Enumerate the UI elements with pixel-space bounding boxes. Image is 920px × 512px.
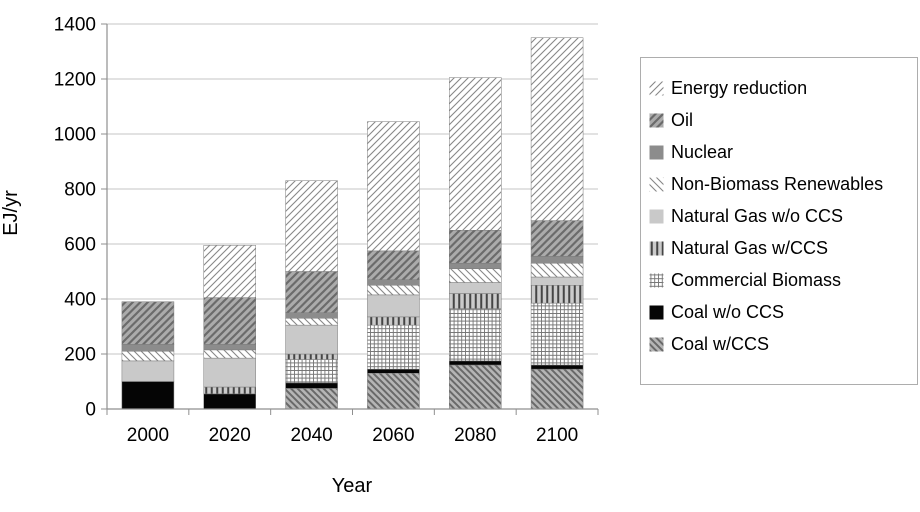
y-tick-label-400: 400: [64, 290, 96, 311]
bar-2100-coal-w-ccs: [530, 368, 584, 410]
legend-item-coal-w-o-ccs: Coal w/o CCS: [649, 296, 917, 328]
bar-2040-coal-w-o-ccs: [285, 382, 338, 389]
bar-2020-non-biomass-renewables: [203, 349, 256, 359]
bar-2040-coal-w-ccs: [285, 388, 338, 410]
bar-2040-energy-reduction: [285, 180, 338, 272]
bar-2040-oil: [285, 271, 338, 313]
legend-item-list: Energy reduction Oil Nuclear Non-Biomass Re…: [641, 58, 917, 360]
legend-label: Oil: [671, 109, 693, 130]
x-tick-label-2000: 2000: [127, 425, 169, 446]
bars: [121, 37, 584, 410]
bar-2020-energy-reduction: [203, 245, 256, 298]
bar-2000-non-biomass-renewables: [121, 351, 175, 362]
legend-swatch-non-biomass-renewables-icon: [649, 177, 664, 191]
legend-swatch-coal-w-o-ccs-icon: [649, 305, 664, 319]
y-axis-title: EJ/yr: [0, 190, 22, 236]
legend-swatch-energy-reduction-icon: [649, 81, 664, 95]
bar-2020-oil: [203, 297, 256, 345]
legend: Energy reduction Oil Nuclear Non-Biomass Re…: [640, 57, 918, 385]
legend-swatch-natural-gas-w-o-ccs-icon: [649, 209, 664, 223]
legend-item-coal-w-ccs: Coal w/CCS: [649, 328, 917, 360]
x-tick-label-2040: 2040: [290, 425, 332, 446]
bar-2080-coal-w-o-ccs: [449, 360, 502, 366]
bar-2100-energy-reduction: [530, 37, 584, 221]
bar-2000-coal-w-o-ccs: [121, 381, 175, 410]
legend-label: Natural Gas w/CCS: [671, 237, 829, 258]
legend-swatch-oil-icon: [649, 113, 664, 127]
legend-label: Energy reduction: [671, 77, 808, 98]
bar-2080-commercial-biomass: [449, 308, 502, 362]
bar-2000-natural-gas-w-o-ccs: [121, 360, 175, 382]
x-tick-label-2020: 2020: [209, 425, 251, 446]
bar-2060-energy-reduction: [367, 121, 420, 252]
x-tick-label-2100: 2100: [536, 425, 578, 446]
bar-2060-nuclear: [367, 279, 420, 286]
legend-item-oil: Oil: [649, 104, 917, 136]
bar-2020-coal-w-o-ccs: [203, 393, 256, 410]
legend-label: Natural Gas w/o CCS: [671, 205, 844, 226]
bar-2020-natural-gas-w-ccs: [203, 386, 256, 395]
bar-2080-natural-gas-w-ccs: [449, 293, 502, 309]
bar-2020-nuclear: [203, 344, 256, 351]
y-tick-label-600: 600: [64, 235, 96, 256]
bar-2080-natural-gas-w-o-ccs: [449, 282, 502, 294]
legend-swatch-nuclear-icon: [649, 145, 664, 159]
y-tick-label-800: 800: [64, 180, 96, 201]
bar-2080-nuclear: [449, 263, 502, 269]
bar-2060-coal-w-ccs: [367, 373, 420, 410]
bar-2060-non-biomass-renewables: [367, 285, 420, 296]
bar-2060-coal-w-o-ccs: [367, 368, 420, 374]
legend-swatch-commercial-biomass-icon: [649, 273, 664, 287]
bar-2100-coal-w-o-ccs: [530, 364, 584, 370]
legend-swatch-coal-w-ccs-icon: [649, 337, 664, 351]
y-tick-label-200: 200: [64, 345, 96, 366]
legend-label: Commercial Biomass: [671, 269, 842, 290]
bar-2000-oil: [121, 301, 175, 345]
legend-item-nuclear: Nuclear: [649, 136, 917, 168]
bar-2040-commercial-biomass: [285, 359, 338, 384]
axis-tick-labels: 0 200 400 600 800 1000 1200 1400 2000 2020 2040 206…: [54, 15, 579, 447]
bar-2100-non-biomass-renewables: [530, 263, 584, 278]
bar-2100-nuclear: [530, 256, 584, 264]
y-tick-label-1200: 1200: [54, 70, 96, 91]
bar-2060-natural-gas-w-o-ccs: [367, 294, 420, 318]
y-tick-label-1400: 1400: [54, 15, 96, 36]
x-tick-label-2060: 2060: [372, 425, 414, 446]
bar-2040-non-biomass-renewables: [285, 318, 338, 326]
bar-2040-nuclear: [285, 312, 338, 319]
y-tick-label-1000: 1000: [54, 125, 96, 146]
bar-2080-coal-w-ccs: [449, 364, 502, 410]
legend-item-non-biomass-renewables: Non-Biomass Renewables: [649, 168, 917, 200]
bar-2100-natural-gas-w-ccs: [530, 285, 584, 304]
bar-2100-natural-gas-w-o-ccs: [530, 276, 584, 286]
legend-item-natural-gas-w-o-ccs: Natural Gas w/o CCS: [649, 200, 917, 232]
bar-2060-commercial-biomass: [367, 324, 420, 370]
legend-item-natural-gas-w-ccs: Natural Gas w/CCS: [649, 232, 917, 264]
bar-2060-oil: [367, 250, 420, 280]
gridlines: [107, 23, 598, 355]
legend-item-commercial-biomass: Commercial Biomass: [649, 264, 917, 296]
bar-2080-energy-reduction: [449, 77, 502, 231]
legend-label: Coal w/CCS: [671, 333, 770, 354]
bar-2000-nuclear: [121, 344, 175, 352]
bar-2060-natural-gas-w-ccs: [367, 316, 420, 326]
bar-2080-oil: [449, 230, 502, 264]
bar-2040-natural-gas-w-ccs: [285, 353, 338, 360]
bar-2100-oil: [530, 220, 584, 257]
legend-swatch-natural-gas-w-ccs-icon: [649, 241, 664, 255]
legend-label: Non-Biomass Renewables: [671, 173, 884, 194]
x-tick-label-2080: 2080: [454, 425, 496, 446]
x-axis-title: Year: [332, 475, 373, 497]
y-tick-label-0: 0: [85, 400, 96, 421]
axes: [101, 23, 599, 415]
bar-2080-non-biomass-renewables: [449, 268, 502, 283]
legend-item-energy-reduction: Energy reduction: [649, 72, 917, 104]
legend-label: Coal w/o CCS: [671, 301, 785, 322]
bar-2100-commercial-biomass: [530, 302, 584, 366]
bar-2040-natural-gas-w-o-ccs: [285, 324, 338, 355]
legend-label: Nuclear: [671, 141, 734, 162]
bar-2020-natural-gas-w-o-ccs: [203, 357, 256, 388]
